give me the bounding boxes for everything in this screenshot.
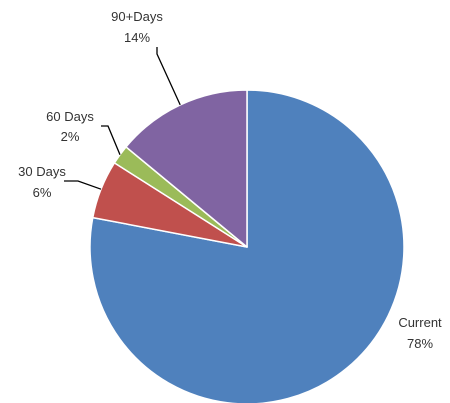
leader-line-90-days <box>156 47 181 106</box>
label-60-days-category: 60 Days <box>46 109 94 124</box>
leader-line-30-days <box>64 180 102 190</box>
label-current-percent: 78% <box>407 336 433 351</box>
label-current-category: Current <box>398 315 442 330</box>
label-30-days-percent: 6% <box>33 185 52 200</box>
pie-slice-90-days <box>125 89 248 248</box>
pie-slices <box>89 89 405 403</box>
label-60-days-percent: 2% <box>61 129 80 144</box>
leader-line-60-days <box>101 125 121 155</box>
leader-lines <box>64 47 181 190</box>
label-90-days-category: 90+Days <box>111 9 163 24</box>
label-90-days-percent: 14% <box>124 30 150 45</box>
pie-slice-current <box>89 89 405 403</box>
label-30-days-category: 30 Days <box>18 164 66 179</box>
